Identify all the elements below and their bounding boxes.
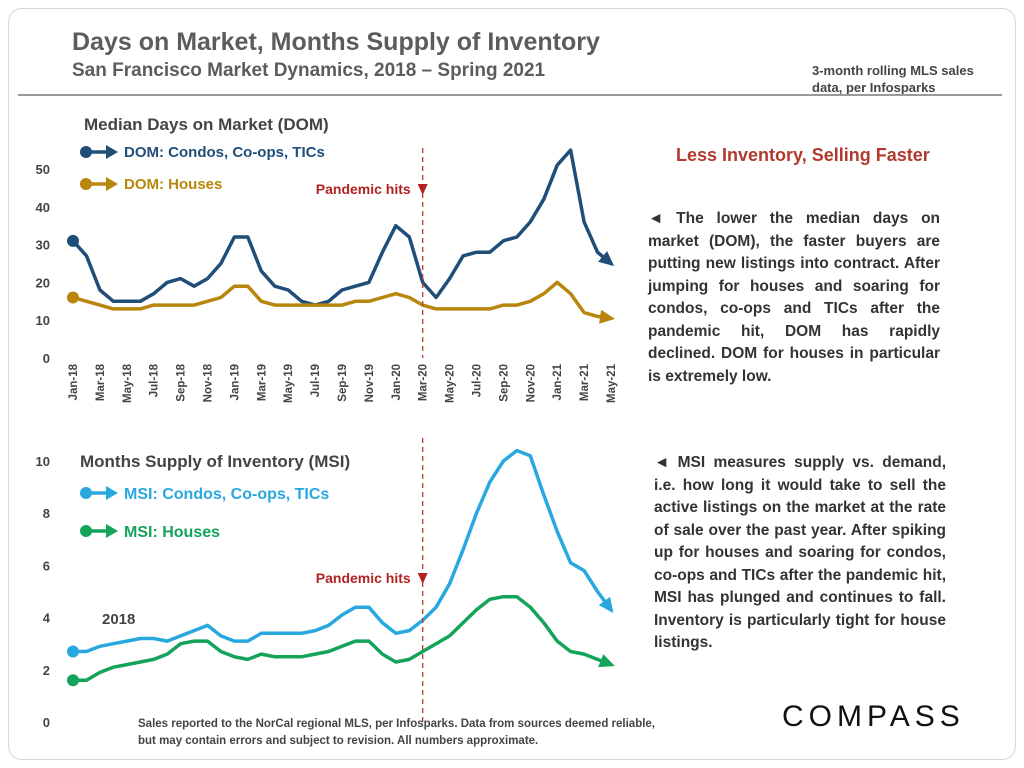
compass-logo: COMPASS	[782, 700, 965, 733]
dom-x-tick-label: Jan-20	[391, 364, 403, 400]
dom-x-tick-label: May-21	[606, 363, 618, 403]
dom-x-tick-label: May-18	[122, 363, 134, 403]
dom-y-tick-label: 0	[43, 351, 50, 366]
dom-series-houses-legend-label: DOM: Houses	[124, 176, 222, 193]
msi-y-tick-label: 8	[43, 506, 50, 521]
msi-series-houses-legend-label: MSI: Houses	[124, 524, 220, 541]
msi-series-houses-line	[71, 594, 613, 682]
msi-series-condos-start-point	[67, 645, 79, 658]
dom-pandemic-label: Pandemic hits	[316, 181, 411, 197]
dom-x-tick-label: Mar-18	[95, 363, 107, 401]
slide-frame	[8, 8, 1016, 760]
dom-x-tick-label: Nov-18	[203, 363, 215, 402]
msi-y-tick-label: 10	[36, 454, 50, 469]
page-title: Days on Market, Months Supply of Invento…	[72, 28, 600, 56]
source-note-line1: 3-month rolling MLS sales	[812, 63, 974, 78]
footnote: Sales reported to the NorCal regional ML…	[138, 716, 655, 750]
dom-series-condos-legend-label: DOM: Condos, Co-ops, TICs	[124, 144, 325, 161]
msi-series-condos-legend-marker	[80, 487, 92, 499]
dom-x-tick-label: Jul-18	[149, 363, 161, 397]
dom-pandemic-marker	[417, 184, 428, 195]
msi-series-condos-line	[71, 448, 613, 654]
msi-series-condos-legend-arrow	[106, 486, 118, 500]
msi-y-tick-label: 6	[43, 558, 50, 573]
dom-series-condos-start-point	[67, 234, 79, 247]
dom-series-condos-legend-marker	[80, 146, 92, 158]
dom-x-tick-label: May-19	[283, 364, 295, 403]
msi-commentary: ◄ MSI measures supply vs. demand, i.e. h…	[654, 454, 946, 651]
dom-x-tick-label: Jan-21	[552, 363, 564, 400]
msi-series-condos-legend-label: MSI: Condos, Co-ops, TICs	[124, 486, 329, 503]
source-note: 3-month rolling MLS sales data, per Info…	[812, 62, 1002, 96]
dom-x-tick-label: Nov-20	[525, 364, 537, 402]
page-subtitle: San Francisco Market Dynamics, 2018 – Sp…	[72, 60, 546, 81]
dom-x-tick-label: Nov-19	[364, 364, 376, 402]
dom-x-tick-label: Mar-20	[418, 364, 430, 401]
dom-x-tick-label: May-20	[445, 364, 457, 403]
dom-y-tick-label: 30	[36, 238, 50, 253]
side-heading: Less Inventory, Selling Faster	[676, 145, 930, 165]
dom-series-houses-line	[71, 280, 613, 321]
dom-y-tick-label: 10	[36, 313, 50, 328]
msi-series-houses-legend-marker	[80, 525, 92, 537]
dom-x-tick-label: Jan-19	[229, 364, 241, 400]
dom-y-tick-label: 40	[36, 200, 50, 215]
dom-x-tick-label: Mar-21	[579, 363, 591, 401]
msi-series-houses-legend-arrow	[106, 524, 118, 538]
msi-series-year-label: 2018	[102, 611, 135, 628]
dom-series-condos-end-arrow	[598, 251, 615, 267]
dom-series-houses-legend-marker	[80, 178, 92, 190]
msi-pandemic-label: Pandemic hits	[316, 570, 411, 586]
header-divider	[18, 94, 1002, 96]
dom-commentary: ◄ The lower the median days on market (D…	[648, 210, 940, 385]
dom-x-tick-label: Sep-18	[176, 363, 188, 401]
dom-x-tick-label: Sep-19	[337, 364, 349, 402]
dom-x-tick-label: Jul-19	[310, 364, 322, 397]
dom-series-houses-legend-arrow	[106, 177, 118, 191]
msi-series-houses-start-point	[67, 674, 79, 687]
msi-chart-title: Months Supply of Inventory (MSI)	[80, 452, 350, 471]
msi-pandemic-marker	[417, 573, 428, 584]
msi-series-houses-end-arrow	[598, 654, 615, 668]
dom-x-tick-label: Sep-20	[498, 364, 510, 402]
dom-y-tick-label: 20	[36, 275, 50, 290]
dom-series-houses-start-point	[67, 291, 79, 304]
msi-y-tick-label: 2	[43, 663, 50, 678]
dom-x-tick-label: Mar-19	[256, 364, 268, 401]
msi-y-tick-label: 0	[43, 715, 50, 730]
source-note-line2: data, per Infosparks	[812, 80, 936, 95]
dom-y-tick-label: 50	[36, 162, 50, 177]
msi-y-tick-label: 4	[43, 611, 51, 626]
footnote-line2: but may contain errors and subject to re…	[138, 735, 539, 747]
footnote-line1: Sales reported to the NorCal regional ML…	[138, 718, 656, 730]
dom-series-houses-end-arrow	[599, 309, 615, 324]
dom-series-condos-line	[71, 148, 613, 307]
dom-x-tick-label: Jan-18	[68, 363, 80, 400]
dom-x-tick-label: Jul-20	[472, 364, 484, 397]
dom-series-condos-legend-arrow	[106, 145, 118, 159]
msi-series-condos-end-arrow	[598, 596, 614, 613]
dom-chart-title: Median Days on Market (DOM)	[84, 115, 329, 134]
